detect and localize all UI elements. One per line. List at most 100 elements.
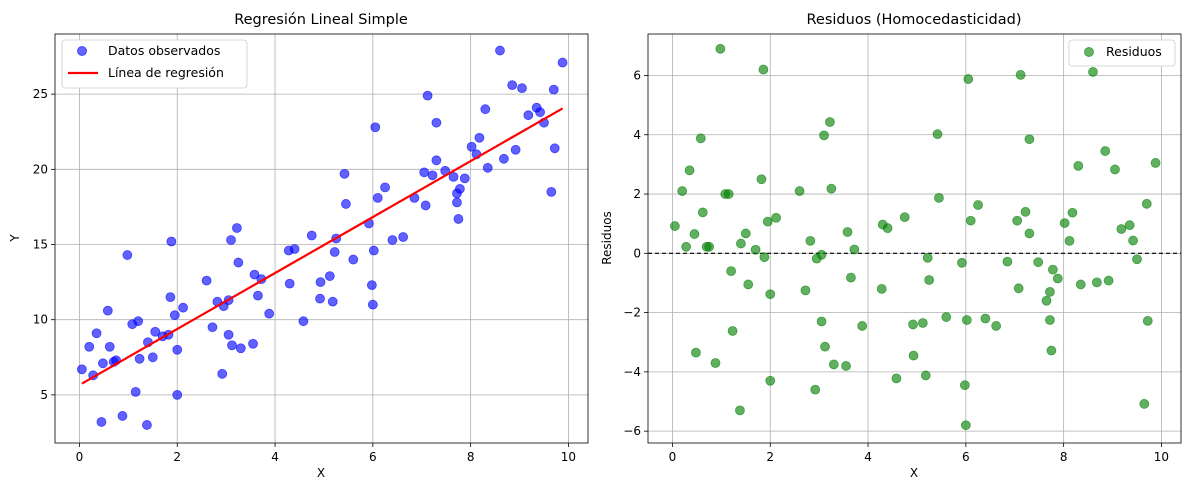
plot-area — [76, 45, 568, 430]
y-tick: 5 — [40, 388, 55, 402]
y-tick-label: −4 — [623, 365, 641, 379]
y-axis-label: Residuos — [600, 211, 614, 265]
x-tick-label: 10 — [1154, 450, 1169, 464]
data-point — [959, 380, 970, 391]
legend-label-datos: Datos observados — [108, 43, 220, 58]
data-point — [368, 245, 379, 256]
x-tick: 6 — [962, 443, 970, 464]
data-point — [1020, 206, 1031, 217]
x-tick: 0 — [669, 443, 676, 464]
y-tick: 20 — [33, 162, 55, 176]
data-point — [217, 368, 228, 379]
x-tick: 10 — [561, 443, 576, 464]
data-point — [169, 310, 180, 321]
data-point — [841, 361, 851, 371]
data-point — [232, 223, 242, 233]
data-point — [1073, 160, 1084, 171]
data-point — [1045, 286, 1055, 297]
data-point — [227, 340, 237, 351]
x-tick: 0 — [76, 443, 84, 464]
data-point — [1024, 134, 1035, 145]
data-point — [691, 347, 701, 358]
data-point — [991, 321, 1002, 331]
data-point — [165, 292, 176, 303]
data-point — [765, 375, 776, 386]
data-point — [289, 244, 300, 254]
x-tick-label: 6 — [369, 450, 377, 464]
x-tick-label: 0 — [76, 450, 84, 464]
y-tick: 2 — [633, 187, 648, 201]
data-point — [482, 162, 493, 173]
data-point — [736, 238, 746, 249]
data-point — [794, 186, 805, 196]
data-point — [453, 214, 464, 224]
data-point — [963, 74, 974, 84]
data-point — [1047, 264, 1058, 275]
data-point — [235, 343, 246, 354]
data-point — [387, 235, 398, 245]
data-point — [689, 229, 700, 239]
data-point — [226, 235, 236, 245]
data-point — [1103, 275, 1114, 286]
data-point — [549, 143, 560, 154]
data-point — [466, 141, 477, 152]
chart-title: Residuos (Homocedasticidad) — [807, 12, 1022, 28]
data-point — [98, 358, 108, 369]
data-point — [517, 83, 527, 94]
data-point — [917, 318, 928, 328]
data-point — [122, 250, 133, 260]
x-tick: 8 — [467, 443, 474, 464]
data-point — [710, 358, 721, 368]
data-point — [431, 117, 442, 128]
data-point — [367, 299, 378, 310]
data-point — [495, 45, 505, 56]
data-point — [480, 104, 491, 115]
data-point — [84, 341, 95, 352]
data-point — [891, 373, 902, 384]
data-point — [924, 275, 935, 285]
data-point — [284, 278, 295, 289]
data-point — [920, 370, 931, 381]
x-tick: 6 — [369, 443, 377, 464]
x-tick: 10 — [1154, 443, 1169, 464]
y-tick: −4 — [623, 365, 648, 379]
data-point — [1132, 254, 1142, 265]
data-point — [704, 241, 715, 252]
data-point — [452, 197, 462, 208]
data-point — [1012, 215, 1023, 226]
data-point — [166, 236, 177, 247]
data-point — [932, 129, 943, 140]
data-point — [341, 199, 351, 209]
y-tick-label: 2 — [633, 187, 641, 201]
data-point — [253, 290, 263, 301]
data-point — [510, 144, 521, 155]
legend-label-residuos: Residuos — [1106, 44, 1162, 59]
data-point — [207, 322, 218, 333]
data-point — [1142, 315, 1153, 326]
data-point — [370, 122, 381, 133]
data-point — [750, 244, 761, 255]
data-point — [908, 319, 918, 330]
data-point — [759, 252, 770, 263]
data-point — [498, 153, 509, 164]
plot-area — [648, 43, 1181, 431]
data-point — [960, 420, 971, 431]
data-point — [697, 207, 708, 218]
y-tick: 10 — [33, 313, 55, 327]
data-point — [315, 293, 325, 304]
x-tick-label: 8 — [1060, 450, 1068, 464]
x-tick-label: 2 — [766, 450, 774, 464]
data-point — [1088, 67, 1098, 77]
data-point — [1059, 218, 1070, 228]
y-axis-label: Y — [8, 234, 22, 243]
legend-label-regresion: Línea de regresión — [108, 65, 224, 80]
data-point — [908, 350, 919, 361]
data-point — [849, 244, 860, 255]
data-point — [1124, 220, 1135, 231]
data-point — [431, 155, 442, 166]
x-tick: 8 — [1060, 443, 1068, 464]
x-tick: 2 — [766, 443, 774, 464]
data-point — [800, 285, 811, 296]
data-point — [172, 344, 183, 355]
data-point — [264, 308, 275, 319]
